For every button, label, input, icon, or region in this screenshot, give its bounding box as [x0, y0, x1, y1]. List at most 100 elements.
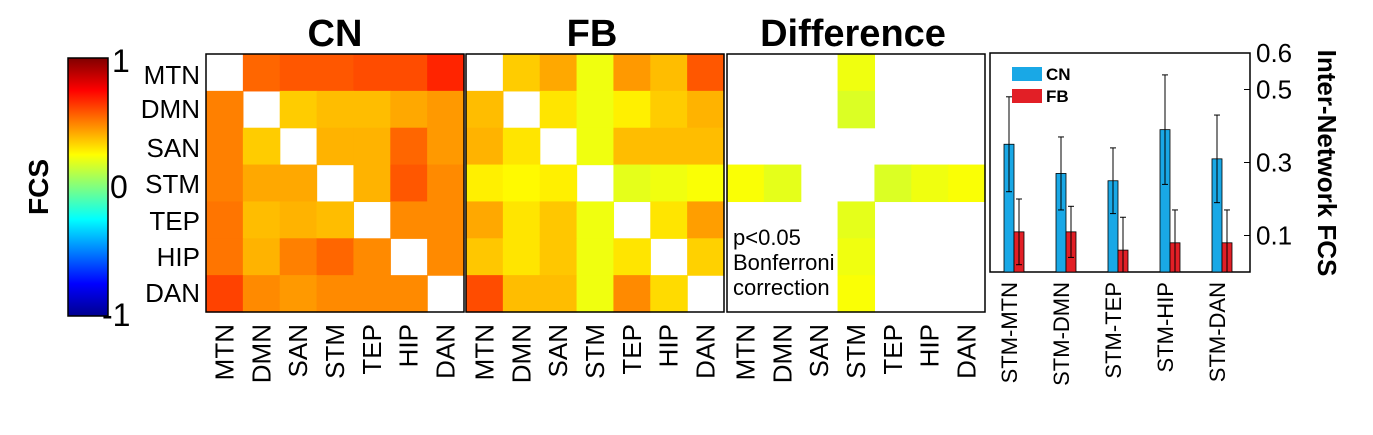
heatmap-cell	[613, 164, 651, 203]
heatmap-frame	[726, 53, 986, 313]
colorbar-min-label: -1	[102, 297, 130, 333]
legend-swatch-fb	[1012, 89, 1042, 103]
row-label: SAN	[147, 133, 200, 163]
heatmap-cell	[206, 238, 244, 276]
heatmap-frame	[465, 53, 725, 313]
heatmap-cell	[613, 238, 651, 276]
bar-x-tick-label: STM-DMN	[1049, 282, 1074, 386]
column-label: DAN	[431, 324, 461, 379]
heatmap-cell	[650, 90, 688, 129]
row-labels: MTN DMN SAN STM TEP HIP DAN	[141, 60, 200, 308]
heatmap-cell	[837, 238, 876, 276]
heatmap-cell	[502, 164, 541, 203]
heatmap-cell	[353, 90, 391, 129]
heatmap-title-difference: Difference	[760, 13, 946, 55]
heatmap-cell	[316, 201, 355, 239]
heatmap-cell	[427, 164, 465, 203]
column-label: STM	[841, 324, 871, 379]
bar-x-tick-label: STM-MTN	[997, 282, 1022, 383]
heatmap-cell	[279, 275, 318, 313]
heatmap-cell	[316, 275, 355, 313]
heatmap-cell	[502, 127, 541, 166]
column-label: MTN	[730, 324, 760, 380]
heatmap-cell	[763, 164, 802, 203]
heatmap-cell	[390, 275, 428, 313]
row-label: DAN	[145, 278, 200, 308]
heatmap-cell	[390, 90, 428, 129]
column-label: HIP	[654, 324, 684, 367]
bar-series	[1003, 74, 1233, 273]
heatmap-cell	[206, 90, 244, 129]
heatmap-cell	[911, 164, 949, 203]
heatmap-cell	[613, 275, 651, 313]
heatmap-cell	[279, 201, 318, 239]
annotation-line: p<0.05	[733, 225, 801, 250]
column-label: MTN	[209, 324, 239, 380]
bar-x-tick-label: STM-HIP	[1153, 282, 1178, 372]
heatmap-cell	[539, 90, 578, 129]
row-label: STM	[145, 169, 200, 199]
colorbar	[67, 57, 109, 317]
heatmap-cell	[576, 90, 615, 129]
heatmap-title-fb: FB	[567, 13, 618, 55]
heatmap-cell	[427, 127, 465, 166]
heatmap-cell	[390, 164, 428, 203]
heatmap-cell	[427, 54, 465, 92]
column-label: STM	[580, 324, 610, 379]
heatmap-cell	[650, 275, 688, 313]
heatmap-cell	[502, 238, 541, 276]
heatmap-cell	[206, 164, 244, 203]
heatmap-cell	[613, 127, 651, 166]
heatmap-cell	[837, 90, 876, 129]
heatmap-cell	[466, 127, 504, 166]
heatmap-cell	[242, 275, 281, 313]
heatmap-cell	[242, 164, 281, 203]
legend-label-cn: CN	[1046, 65, 1071, 84]
heatmap-cell	[466, 238, 504, 276]
bar-x-tick-label: STM-TEP	[1101, 282, 1126, 379]
heatmap-cell	[687, 90, 725, 129]
heatmap-cell	[502, 201, 541, 239]
heatmap-cell	[206, 127, 244, 166]
heatmap-cell	[687, 127, 725, 166]
heatmap-cell	[242, 201, 281, 239]
heatmap-cell	[390, 127, 428, 166]
heatmap-cell	[466, 164, 504, 203]
heatmap-cell	[206, 201, 244, 239]
heatmap-cell	[650, 164, 688, 203]
heatmap-cn: MTN DMN SAN STM TEP HIP DAN	[205, 53, 465, 383]
column-label: TEP	[357, 324, 387, 375]
row-label: DMN	[141, 94, 200, 124]
heatmap-cell	[316, 54, 355, 92]
heatmap-cell	[576, 54, 615, 92]
colorbar-label: FCS	[23, 159, 54, 215]
heatmap-cell	[539, 54, 578, 92]
bar-x-ticks: STM-MTN STM-DMN STM-TEP STM-HIP STM-DAN	[997, 282, 1230, 386]
heatmap-cell	[539, 238, 578, 276]
annotation-background	[729, 222, 837, 306]
heatmap-cell	[427, 238, 465, 276]
heatmap-cell	[613, 90, 651, 129]
heatmap-cell	[874, 164, 912, 203]
heatmap-title-cn: CN	[308, 13, 363, 55]
heatmap-cell	[539, 275, 578, 313]
heatmap-cell	[390, 54, 428, 92]
heatmap-cell	[650, 127, 688, 166]
heatmap-cell	[427, 90, 465, 129]
column-label: MTN	[469, 324, 499, 380]
heatmap-cell	[242, 238, 281, 276]
bar-y-ticks: 0.1 0.3 0.5 0.6	[1244, 38, 1292, 251]
heatmap-cell	[466, 275, 504, 313]
column-label: DAN	[691, 324, 721, 379]
column-label: HIP	[394, 324, 424, 367]
heatmap-cell	[576, 201, 615, 239]
heatmap-cell	[353, 127, 391, 166]
heatmap-cell	[576, 127, 615, 166]
bar-chart-frame	[989, 52, 1251, 273]
colorbar-mid-label: 0	[110, 169, 128, 205]
column-label: SAN	[543, 324, 573, 377]
column-label: DMN	[767, 324, 797, 383]
heatmap-cell	[316, 238, 355, 276]
heatmap-cell	[502, 275, 541, 313]
heatmap-cell	[687, 54, 725, 92]
